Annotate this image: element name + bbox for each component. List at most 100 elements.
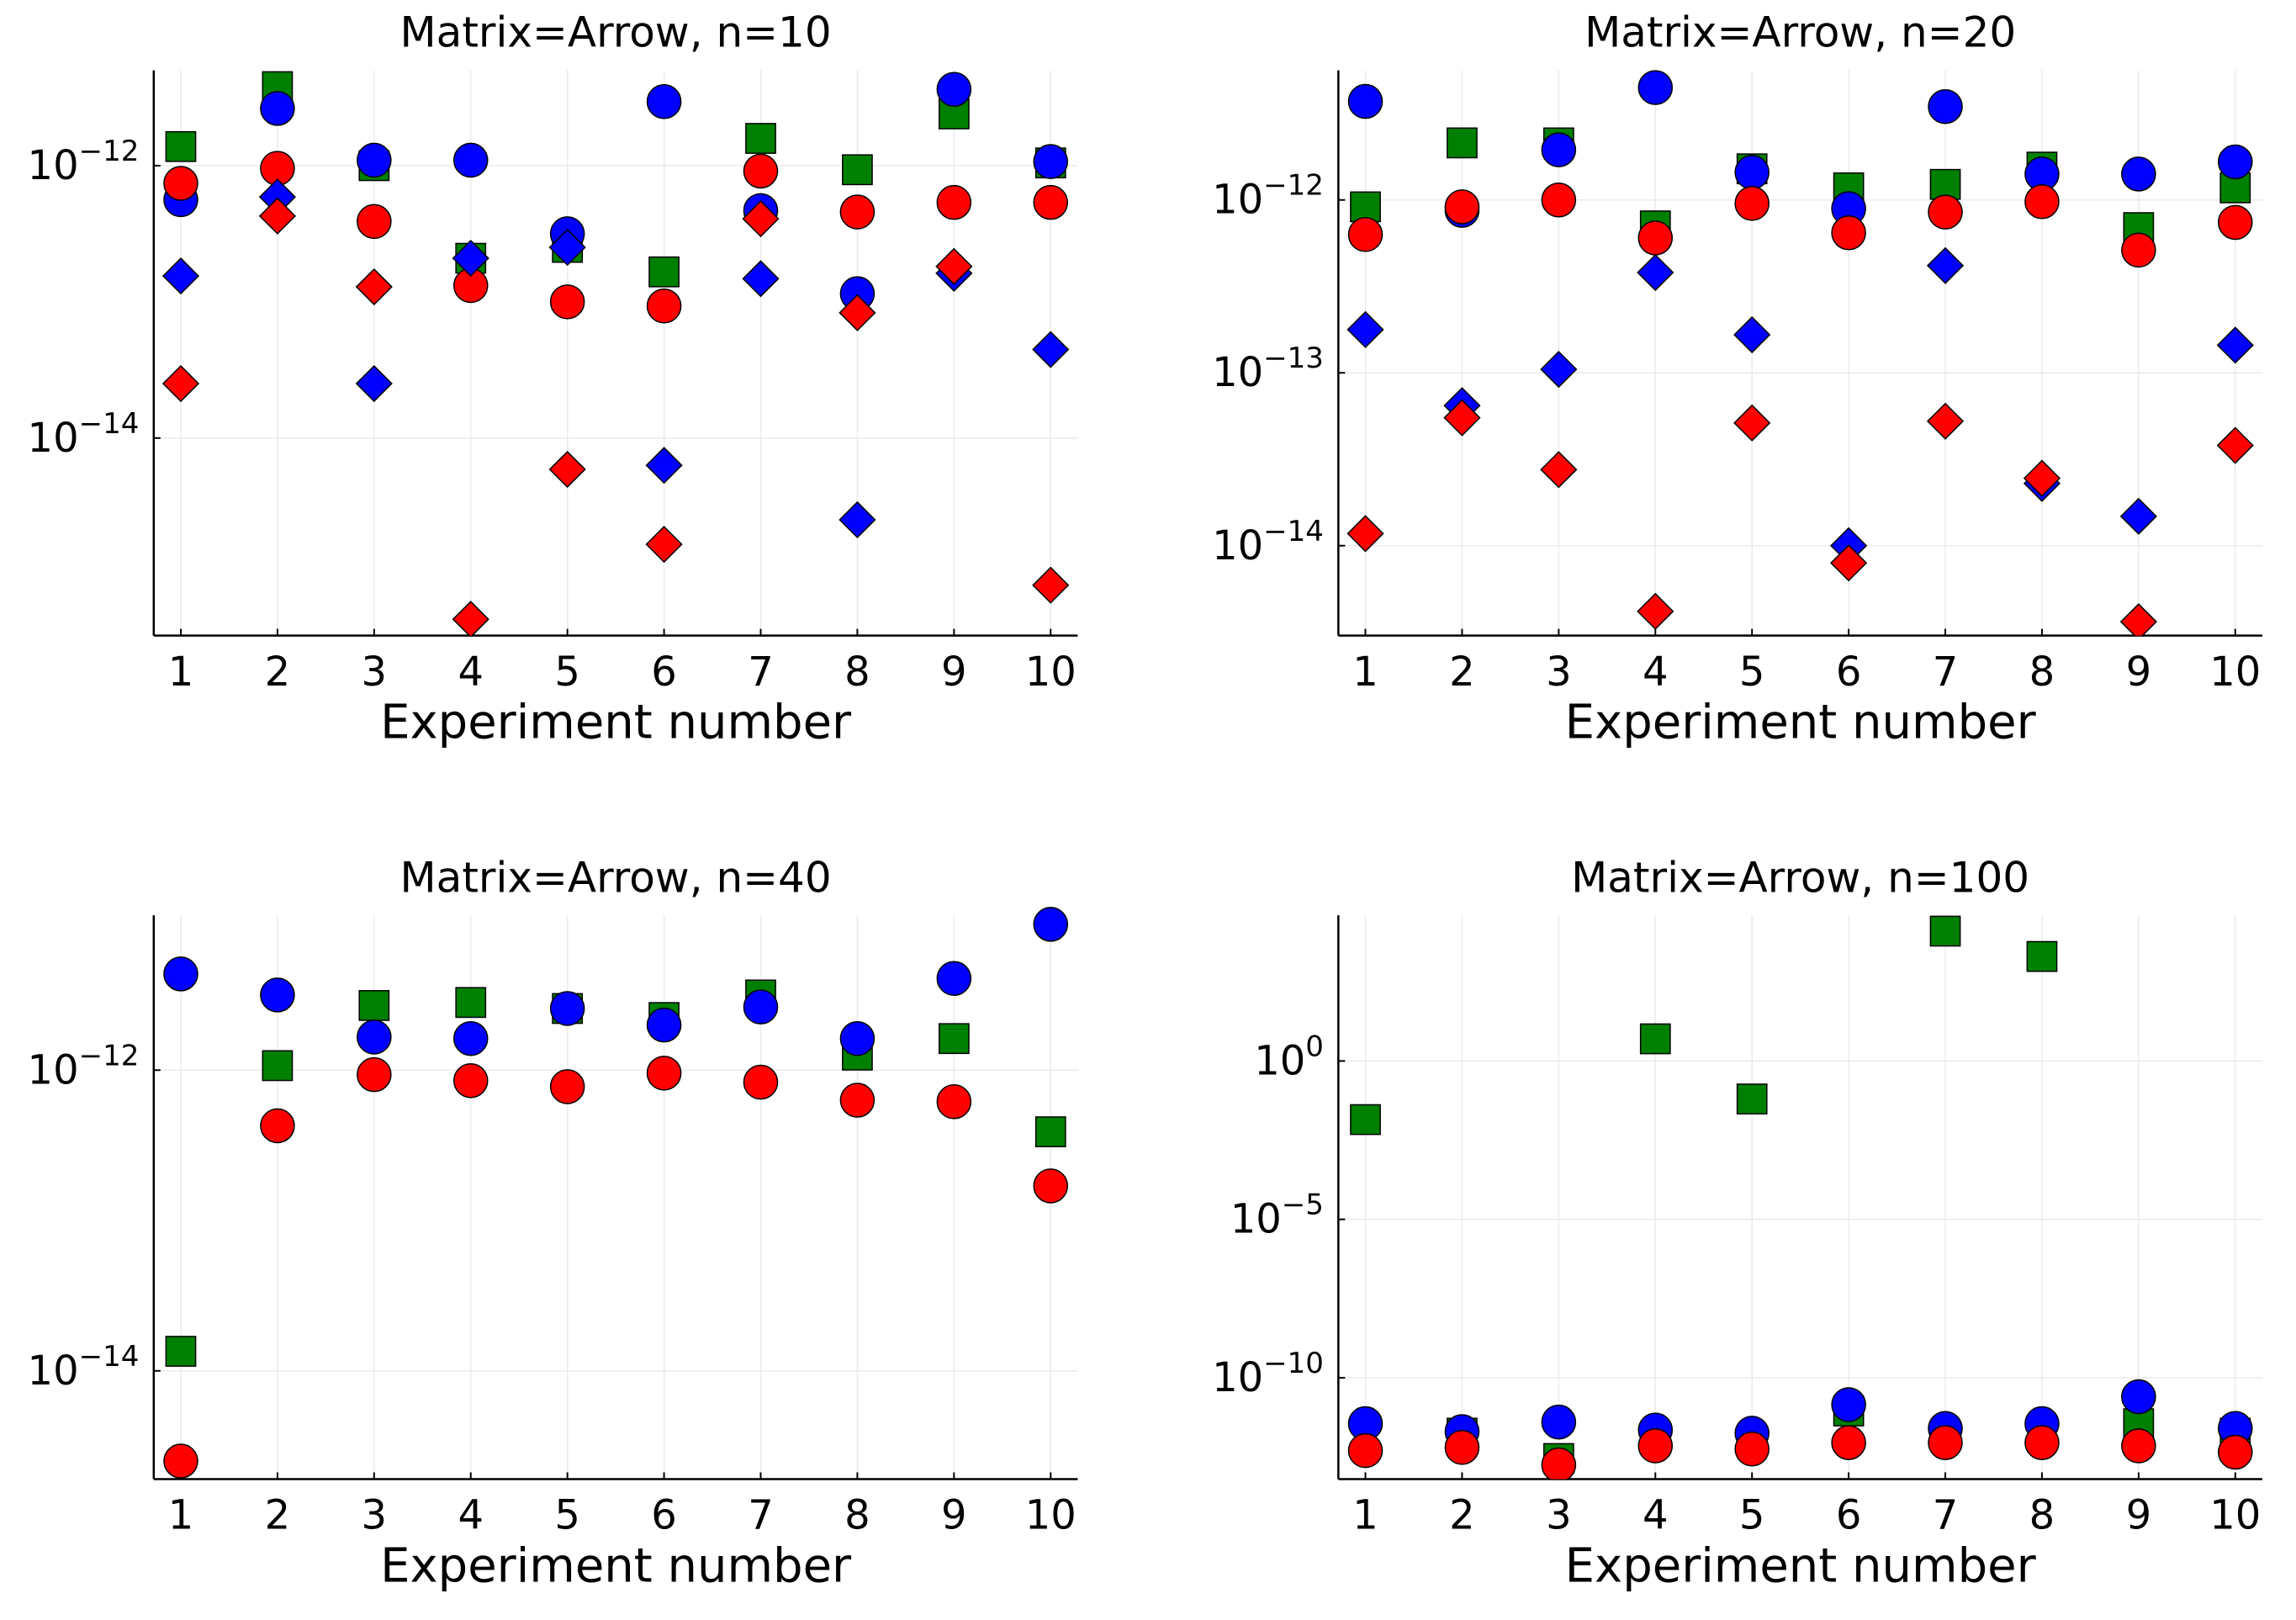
x-tick-label: 9 — [941, 649, 967, 696]
data-point-series-4 — [1346, 310, 1384, 348]
data-point-series-1 — [745, 123, 776, 154]
data-point-series-1 — [165, 130, 197, 162]
data-point-series-2 — [1541, 1404, 1577, 1440]
y-tick-label: 10−12 — [28, 135, 140, 189]
x-tick-label: 6 — [651, 1492, 677, 1539]
data-point-series-1 — [1350, 1104, 1381, 1136]
x-axis-label: Experiment number — [1565, 1538, 2037, 1593]
data-point-series-3 — [163, 166, 198, 201]
data-point-series-3 — [1541, 182, 1577, 218]
data-point-series-2 — [357, 1019, 392, 1055]
x-tick-label: 10 — [1025, 649, 1077, 696]
x-tick-label: 1 — [168, 649, 194, 696]
data-point-series-2 — [743, 989, 779, 1024]
data-point-series-3 — [1347, 1432, 1383, 1469]
x-tick-label: 9 — [941, 1492, 967, 1539]
data-point-series-1 — [455, 987, 487, 1019]
data-point-series-1 — [2026, 940, 2058, 972]
x-tick-label: 6 — [1836, 649, 1862, 696]
x-tick-label: 8 — [2029, 649, 2055, 696]
data-point-series-3 — [1541, 1447, 1577, 1480]
x-tick-label: 4 — [1643, 1492, 1669, 1539]
data-point-series-3 — [839, 194, 876, 230]
x-tick-label: 5 — [1739, 649, 1765, 696]
x-tick-label: 7 — [748, 649, 774, 696]
data-point-series-4 — [2119, 497, 2157, 535]
data-point-series-4 — [548, 229, 586, 267]
x-tick-label: 3 — [362, 649, 388, 696]
data-point-series-3 — [743, 1064, 779, 1100]
x-tick-label: 3 — [362, 1492, 388, 1539]
data-point-series-4 — [161, 257, 200, 295]
chart-panel-3: 1 2 3 4 5 6 7 8 9 10 10−12 10−14 Matrix=Arrow, n=40 E… — [28, 853, 1078, 1593]
data-point-series-2 — [2218, 144, 2253, 180]
data-point-series-3 — [1831, 1425, 1866, 1460]
y-tick-label: 10−10 — [1212, 1347, 1324, 1401]
data-point-series-3 — [1347, 217, 1383, 252]
x-tick-label: 4 — [1643, 649, 1669, 696]
data-point-series-5 — [1032, 566, 1070, 604]
y-tick-label: 10−14 — [28, 407, 140, 462]
data-point-series-1 — [1034, 1116, 1066, 1147]
x-tick-label: 2 — [265, 649, 291, 696]
data-point-series-3 — [1637, 1428, 1674, 1464]
x-tick-label: 2 — [265, 1492, 291, 1539]
chart-panel-1: 1 2 3 4 5 6 7 8 9 10 10−12 10−14 Matrix=Arrow, n=10 E… — [28, 8, 1078, 750]
data-point-series-3 — [1033, 184, 1069, 220]
x-tick-label: 7 — [1933, 1492, 1959, 1539]
data-point-series-3 — [357, 204, 392, 240]
data-point-series-3 — [1928, 1425, 1963, 1460]
markers — [163, 907, 1069, 1479]
data-point-series-3 — [1831, 214, 1866, 251]
data-point-series-2 — [1734, 155, 1770, 190]
x-tick-label: 10 — [1025, 1492, 1077, 1539]
data-point-series-2 — [1928, 88, 1963, 124]
data-point-series-5 — [161, 364, 200, 403]
chart-title: Matrix=Arrow, n=100 — [1571, 853, 2029, 902]
x-tick-label: 2 — [1449, 1492, 1475, 1539]
data-point-series-4 — [1926, 246, 1965, 284]
data-point-series-3 — [646, 288, 682, 324]
markers — [1346, 70, 2254, 636]
data-point-series-3 — [2121, 1428, 2156, 1464]
chart-panel-2: 1 2 3 4 5 6 7 8 9 10 10−12 10−13 10−14 Matrix=Arrow, … — [1212, 8, 2262, 750]
data-point-series-3 — [646, 1056, 682, 1091]
data-point-series-3 — [1033, 1168, 1069, 1204]
data-point-series-3 — [1734, 186, 1770, 221]
data-point-series-2 — [839, 1020, 876, 1056]
y-tick-label: 10−5 — [1230, 1189, 1324, 1243]
data-point-series-2 — [549, 991, 585, 1026]
data-point-series-5 — [258, 197, 296, 235]
y-tick-label: 10−13 — [1212, 341, 1324, 396]
x-tick-label: 8 — [844, 1492, 870, 1539]
data-point-series-2 — [646, 1007, 682, 1043]
data-point-series-2 — [2121, 1379, 2156, 1415]
x-tick-label: 5 — [1739, 1492, 1765, 1539]
x-tick-label: 5 — [554, 649, 580, 696]
data-point-series-3 — [2024, 183, 2060, 220]
data-point-series-5 — [1637, 592, 1674, 630]
data-point-series-1 — [842, 154, 873, 186]
chart-panel-4: 1 2 3 4 5 6 7 8 9 10 100 10−5 10−10 Matrix=Arrow, n=1… — [1212, 853, 2262, 1593]
x-tick-label: 5 — [554, 1492, 580, 1539]
y-tick-label: 10−14 — [1212, 515, 1324, 569]
chart-title: Matrix=Arrow, n=10 — [400, 8, 832, 57]
data-point-series-3 — [260, 1108, 295, 1144]
data-point-series-4 — [645, 447, 683, 484]
data-point-series-2 — [1637, 70, 1674, 105]
x-tick-label: 6 — [1836, 1492, 1862, 1539]
data-point-series-2 — [1831, 1387, 1866, 1422]
data-point-series-5 — [1733, 404, 1771, 442]
x-tick-label: 9 — [2126, 649, 2152, 696]
data-point-series-3 — [1444, 189, 1480, 225]
data-point-series-3 — [357, 1056, 392, 1093]
x-tick-label: 3 — [1546, 649, 1572, 696]
data-point-series-3 — [839, 1083, 876, 1118]
data-point-series-5 — [2119, 603, 2157, 636]
x-tick-label: 1 — [1352, 649, 1378, 696]
data-point-series-2 — [163, 956, 198, 992]
x-tick-label: 9 — [2126, 1492, 2152, 1539]
data-point-series-5 — [355, 267, 393, 306]
data-point-series-2 — [1541, 132, 1577, 167]
